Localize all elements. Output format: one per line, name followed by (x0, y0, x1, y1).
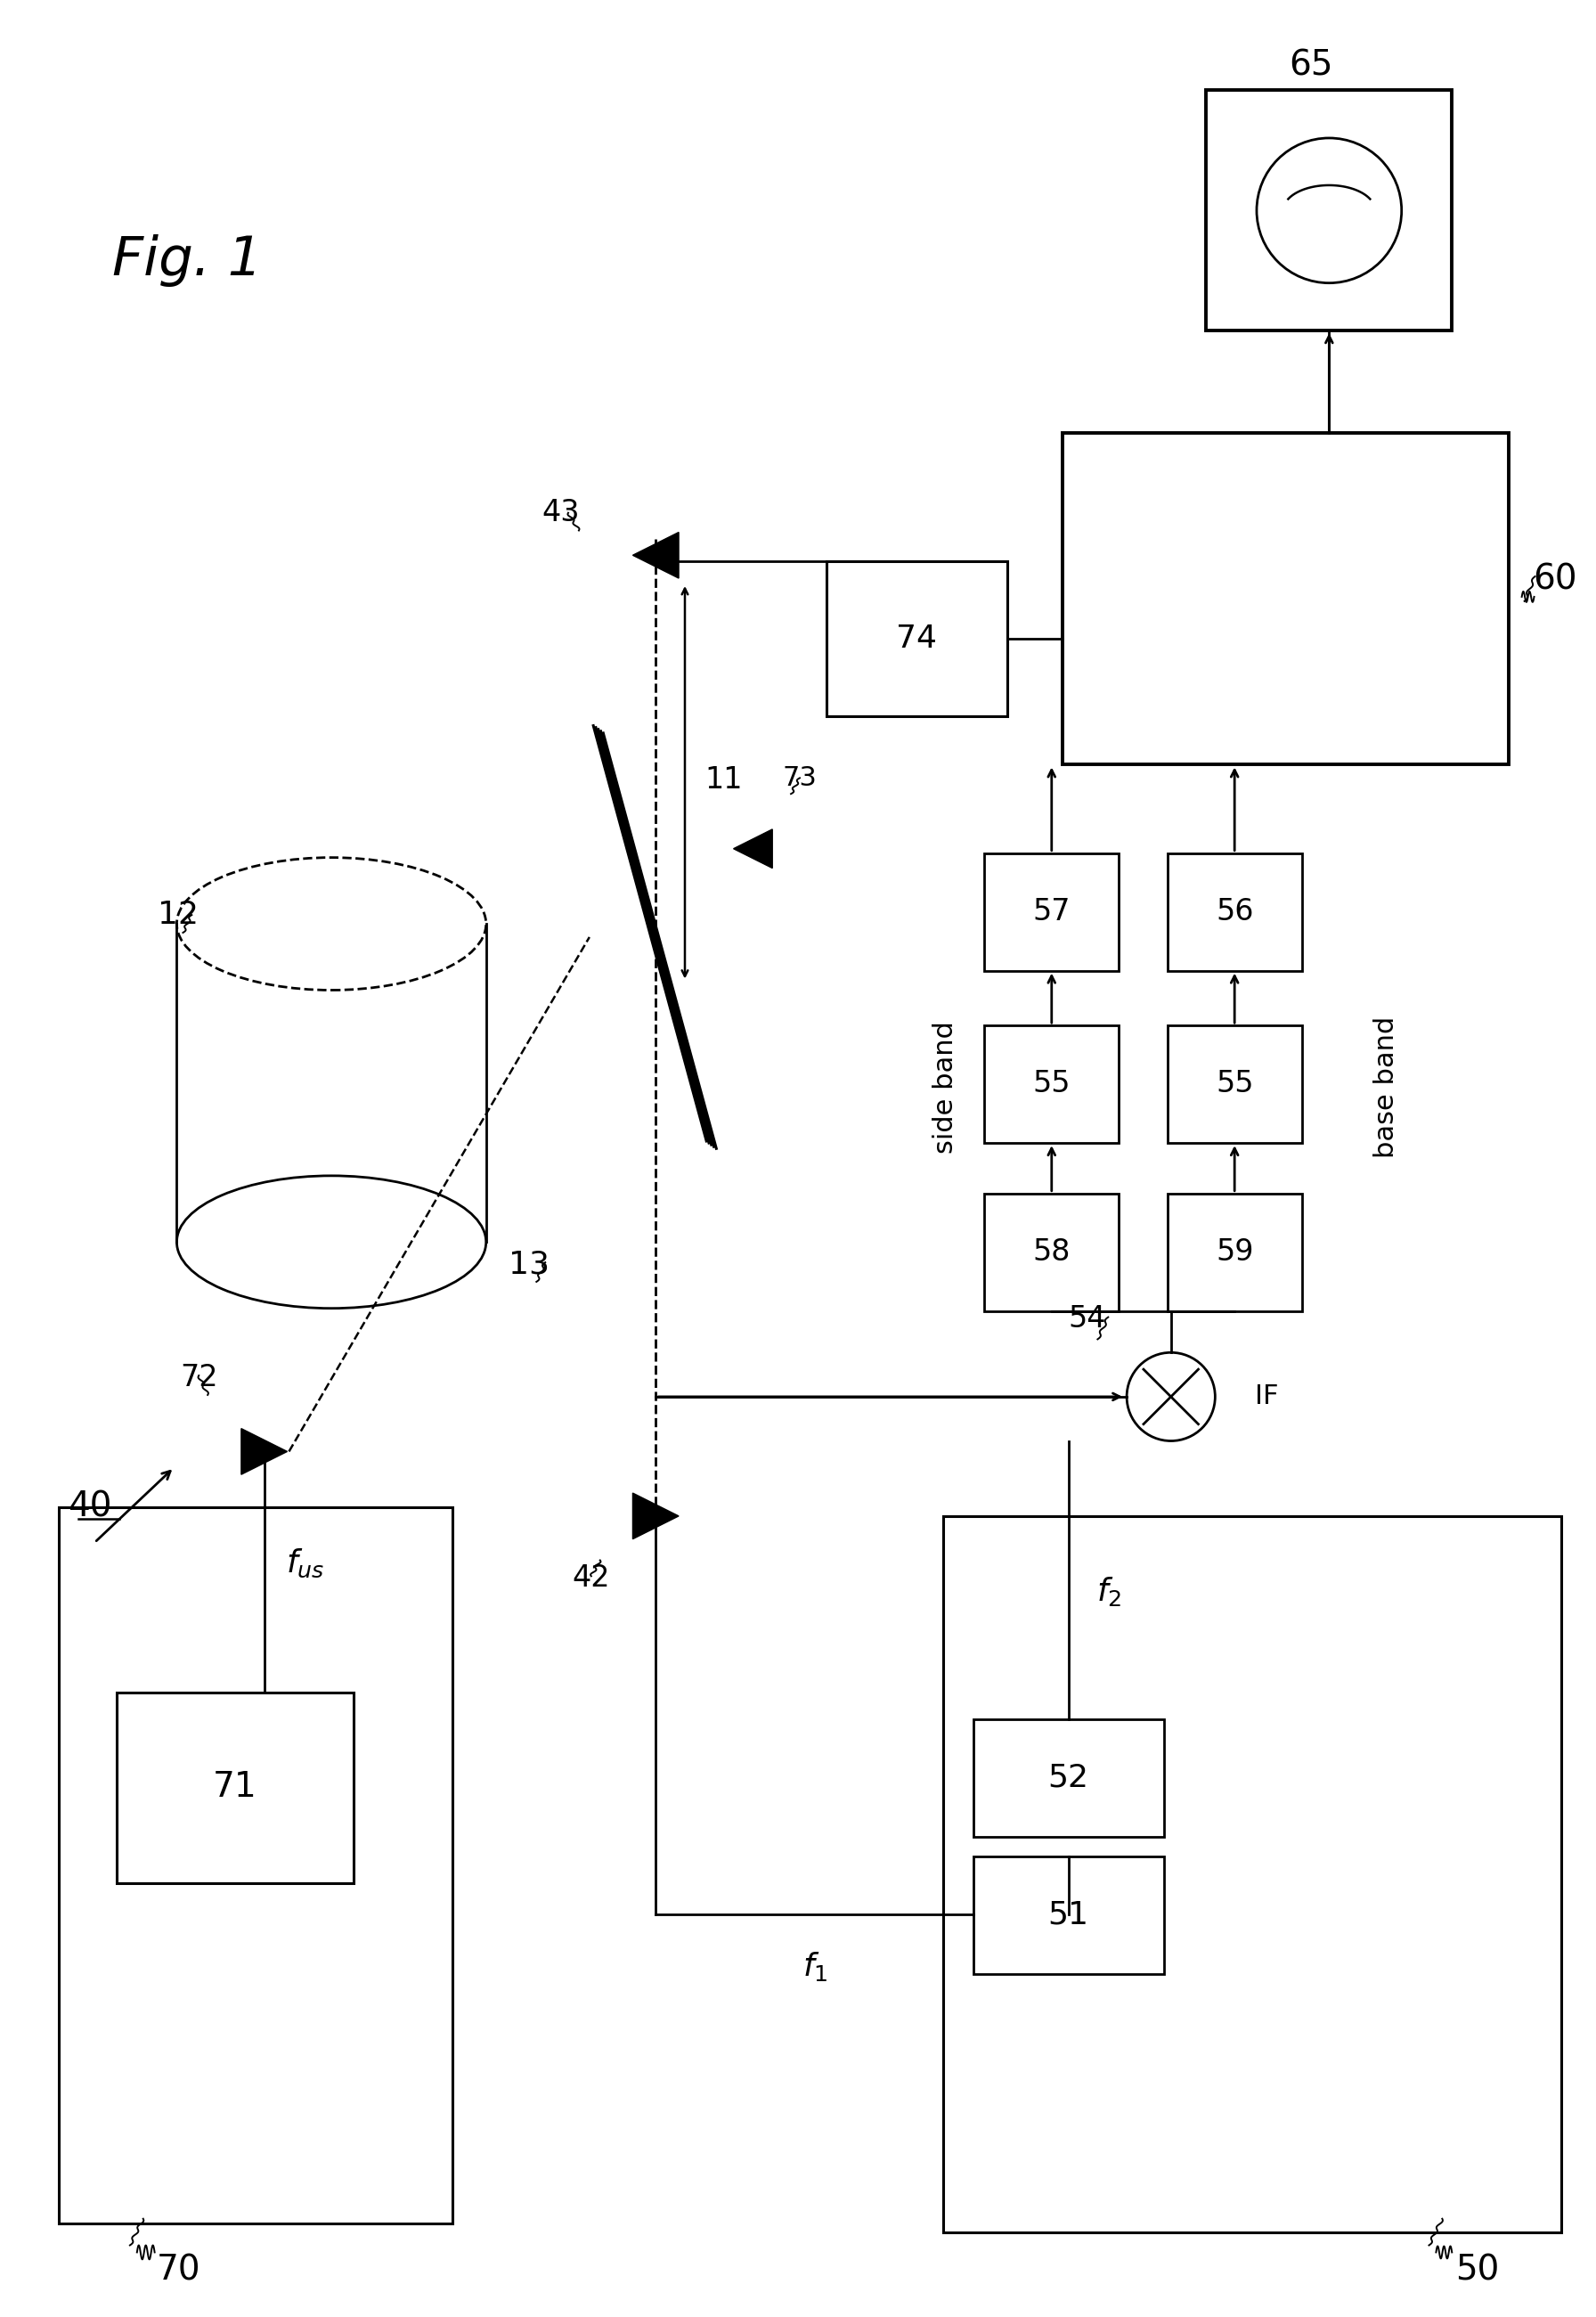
Bar (985, 853, 1119, 971)
Text: 65: 65 (1290, 49, 1334, 83)
Text: $f_{us}$: $f_{us}$ (286, 1548, 324, 1580)
Bar (974, 1719, 1163, 1837)
Text: 70: 70 (156, 2252, 201, 2287)
Polygon shape (632, 533, 678, 579)
Bar (985, 1026, 1119, 1142)
Text: 55: 55 (1033, 1068, 1071, 1098)
Bar (1167, 1026, 1302, 1142)
Text: 12: 12 (158, 899, 200, 929)
Text: IF: IF (1254, 1383, 1278, 1409)
Text: 59: 59 (1216, 1237, 1253, 1267)
Polygon shape (734, 829, 772, 869)
Text: 11: 11 (705, 765, 742, 795)
Text: 40: 40 (69, 1490, 112, 1525)
Bar (943, 1515, 1561, 2231)
Bar (1167, 853, 1302, 971)
Text: $f_2$: $f_2$ (1096, 1576, 1122, 1608)
Bar (827, 561, 1007, 716)
Bar (117, 1694, 353, 1884)
Text: side band: side band (932, 1022, 959, 1154)
Text: 72: 72 (180, 1362, 217, 1393)
Text: 56: 56 (1216, 897, 1253, 927)
Bar (59, 1506, 452, 2224)
Text: base band: base band (1374, 1017, 1400, 1158)
Text: 55: 55 (1216, 1068, 1253, 1098)
Text: 51: 51 (1049, 1900, 1088, 1930)
Text: 50: 50 (1456, 2252, 1500, 2287)
Polygon shape (241, 1430, 287, 1474)
Text: 43: 43 (543, 498, 579, 528)
Text: 13: 13 (509, 1249, 551, 1279)
Text: 71: 71 (212, 1770, 257, 1805)
Text: 58: 58 (1033, 1237, 1071, 1267)
Text: Fig. 1: Fig. 1 (112, 234, 262, 287)
Text: 57: 57 (1033, 897, 1071, 927)
Text: 73: 73 (782, 765, 817, 790)
Bar (1063, 433, 1508, 765)
Text: $f_1$: $f_1$ (803, 1951, 827, 1983)
Polygon shape (632, 1492, 678, 1538)
Text: 42: 42 (573, 1564, 610, 1592)
Text: 52: 52 (1049, 1763, 1088, 1793)
Text: 74: 74 (895, 623, 937, 653)
Ellipse shape (177, 1175, 487, 1309)
Bar (1207, 90, 1452, 331)
Text: 54: 54 (1068, 1304, 1106, 1335)
Bar (974, 1856, 1163, 1974)
Text: 60: 60 (1534, 563, 1577, 595)
Bar (985, 1193, 1119, 1311)
Bar (1167, 1193, 1302, 1311)
